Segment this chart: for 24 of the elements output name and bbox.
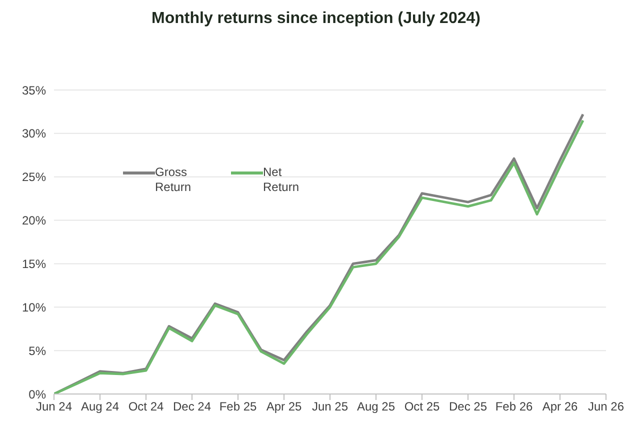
x-tick-label: Oct 25	[404, 400, 440, 414]
y-tick-label: 0%	[28, 387, 46, 402]
legend-label: Gross Return	[155, 165, 192, 195]
x-tick-label: Dec 25	[448, 400, 488, 414]
chart-title: Monthly returns since inception (July 2024)	[150, 9, 482, 29]
y-tick-label: 15%	[22, 256, 46, 271]
x-tick-label: Apr 26	[542, 400, 578, 414]
x-tick-label: Feb 25	[219, 400, 258, 414]
x-tick-label: Jun 25	[312, 400, 348, 414]
legend-label: Net Return	[263, 165, 300, 195]
y-tick-label: 30%	[22, 126, 46, 141]
x-tick-label: Dec 24	[172, 400, 212, 414]
y-tick-label: 5%	[28, 344, 46, 358]
y-tick-label: 25%	[22, 170, 46, 184]
x-tick-label: Jun 26	[588, 400, 624, 414]
y-tick-label: 20%	[22, 214, 46, 228]
x-tick-label: Feb 26	[495, 400, 534, 414]
x-tick-label: Apr 25	[266, 400, 302, 414]
x-tick-label: Oct 24	[128, 400, 164, 414]
y-tick-label: 10%	[22, 300, 46, 314]
x-tick-label: Jun 24	[36, 400, 72, 414]
y-tick-label: 35%	[22, 83, 46, 98]
x-tick-label: Aug 24	[80, 400, 120, 414]
x-tick-label: Aug 25	[356, 400, 396, 414]
